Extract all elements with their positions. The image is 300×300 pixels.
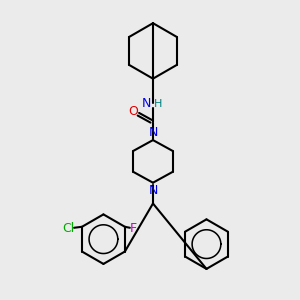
Text: N: N: [148, 126, 158, 139]
Text: F: F: [130, 222, 137, 235]
Text: O: O: [128, 105, 138, 118]
Text: H: H: [154, 99, 162, 110]
Text: Cl: Cl: [62, 222, 74, 235]
Text: N: N: [141, 97, 151, 110]
Text: N: N: [148, 184, 158, 197]
